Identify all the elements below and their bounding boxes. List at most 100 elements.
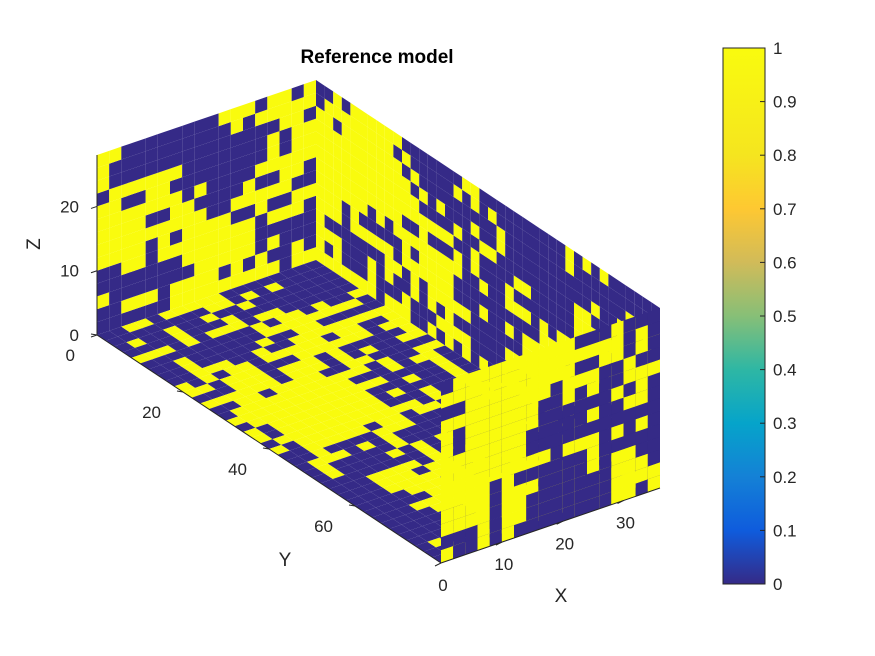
right-wall-cell: [350, 257, 359, 276]
floor-cell: [294, 315, 316, 325]
right-wall-cell: [367, 229, 377, 249]
floor-cell: [343, 445, 365, 456]
floor-cell: [258, 413, 280, 424]
right-wall-cell: [599, 306, 609, 326]
right-wall-cell: [384, 254, 394, 273]
right-wall-cell: [496, 276, 506, 296]
floor-cell: [241, 402, 263, 413]
right-wall-cell: [436, 275, 445, 295]
right-wall-cell: [436, 159, 445, 179]
right-wall-cell: [565, 245, 574, 264]
floor-cell: [351, 364, 372, 375]
right-wall-cell: [333, 104, 342, 123]
floor-cell: [186, 377, 208, 388]
front-face-cell: [550, 495, 563, 513]
floor-cell: [374, 331, 395, 341]
floor-cell: [299, 391, 320, 402]
floor-cell: [348, 460, 370, 471]
floor-cell: [410, 526, 431, 537]
left-wall-cell: [255, 263, 268, 281]
floor-cell: [274, 399, 296, 410]
right-wall-cell: [470, 272, 480, 292]
floor-cell: [287, 334, 309, 345]
front-face-cell: [587, 457, 600, 475]
left-wall-cell: [279, 229, 292, 247]
floor-cell: [291, 411, 313, 421]
front-face-cell: [562, 427, 575, 445]
right-wall-cell: [316, 157, 325, 176]
front-face-cell: [489, 375, 502, 393]
front-face-cell: [477, 443, 490, 461]
front-face-cell: [635, 427, 648, 445]
right-wall-cell: [599, 293, 609, 313]
floor-cell: [458, 362, 480, 373]
front-face-cell: [441, 378, 454, 396]
floor-cell: [326, 373, 348, 383]
front-face-cell: [514, 482, 527, 500]
front-face-cell: [562, 491, 575, 509]
floor-cell: [416, 420, 438, 431]
left-wall-cell: [303, 131, 316, 149]
floor-cell: [247, 357, 269, 367]
right-wall-cell: [341, 97, 351, 116]
floor-cell: [365, 472, 387, 483]
left-wall-cell: [291, 199, 304, 217]
right-wall-cell: [402, 239, 411, 259]
right-wall-cell: [462, 254, 471, 273]
right-wall-cell: [513, 288, 523, 307]
floor-cell: [407, 414, 429, 425]
floor-cell: [220, 314, 241, 325]
floor-cell: [236, 386, 258, 397]
right-wall-cell: [462, 344, 471, 363]
floor-cell: [313, 351, 335, 362]
floor-cell: [218, 349, 239, 360]
front-face-cell: [550, 341, 563, 359]
right-wall-cell: [419, 161, 428, 180]
floor-cell: [351, 304, 373, 314]
right-wall-cell: [470, 234, 480, 253]
floor-cell: [355, 441, 377, 451]
right-wall-cell: [427, 179, 437, 199]
right-wall-cell: [496, 263, 506, 283]
front-face-cell: [647, 398, 660, 416]
right-wall-cell: [470, 221, 480, 240]
floor-cell: [321, 357, 343, 368]
floor-cell: [314, 377, 336, 388]
left-wall-cell: [206, 177, 219, 195]
left-wall-cell: [303, 157, 316, 175]
front-face-cell: [526, 375, 539, 393]
floor-cell: [387, 499, 409, 510]
front-face-cell: [441, 455, 454, 473]
floor-cell: [356, 380, 378, 391]
floor-cell: [252, 372, 274, 383]
right-wall-cell: [393, 234, 402, 253]
floor-cell: [216, 324, 238, 335]
front-face-cell: [526, 349, 539, 367]
right-wall-cell: [470, 285, 480, 305]
floor-cell: [254, 337, 276, 348]
floor-cell: [406, 389, 428, 399]
y-tick-label: 0: [66, 346, 75, 365]
front-face-cell: [647, 359, 660, 377]
floor-cell: [336, 404, 358, 415]
right-wall-cell: [453, 286, 463, 306]
front-face-cell: [453, 438, 466, 456]
floor-cell: [397, 444, 418, 455]
right-wall-cell: [402, 304, 411, 323]
right-wall-cell: [531, 325, 540, 344]
left-wall-cell: [157, 168, 170, 186]
left-wall-cell: [303, 234, 316, 252]
floor-cell: [355, 294, 377, 305]
floor-cell: [336, 465, 358, 475]
right-wall-cell: [376, 287, 385, 306]
floor-cell: [338, 282, 359, 293]
right-wall-cell: [436, 172, 445, 192]
right-wall-cell: [384, 228, 394, 248]
right-wall-cell: [410, 142, 420, 162]
front-face-cell: [550, 354, 563, 372]
left-wall-cell: [182, 263, 195, 281]
left-wall-cell: [291, 97, 304, 115]
left-wall-cell: [303, 195, 316, 213]
right-wall-cell: [393, 157, 402, 176]
right-wall-cell: [333, 129, 342, 149]
